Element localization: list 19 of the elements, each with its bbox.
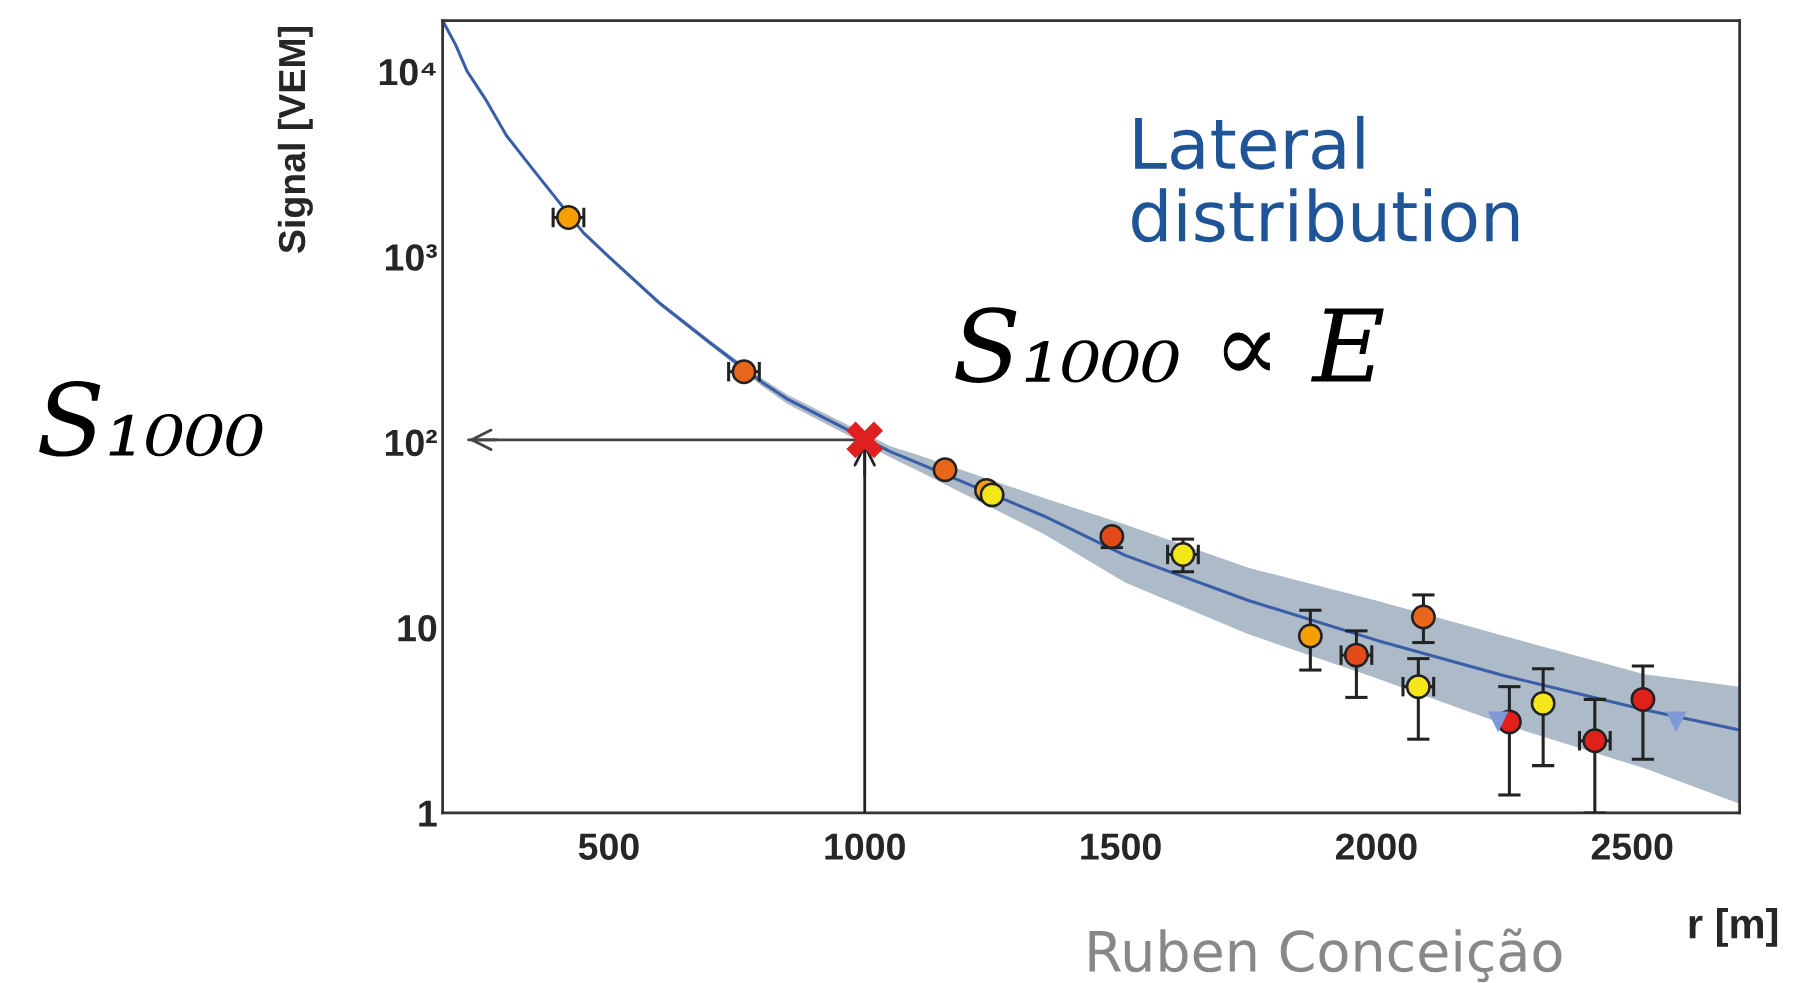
annotation: S₁₀₀₀ ∝ E: [955, 307, 1384, 383]
annotation: Lateral distribution: [1132, 115, 1519, 243]
x-tick-label: 500: [578, 833, 639, 860]
y-tick-label: 1: [419, 800, 437, 827]
x-axis-title: r [m]: [1689, 908, 1778, 947]
point: [846, 421, 884, 459]
point: [1665, 711, 1687, 733]
x-tick-label: 2000: [1335, 833, 1417, 860]
y-axis-title: Signal [VEM]: [277, 27, 313, 253]
y-tick-label: 10²: [385, 429, 437, 457]
text: S₁₀₀₀: [39, 380, 263, 457]
y-tick-label: 10³: [385, 244, 437, 271]
y-tick-label: 10⁴: [379, 58, 436, 86]
x-tick-label: 2500: [1591, 833, 1673, 860]
y-tick-label: 10: [398, 614, 437, 642]
text: Ruben Conceição: [1089, 928, 1562, 983]
x-tick-label: 1000: [825, 833, 905, 860]
x-tick-label: 1500: [1081, 833, 1161, 860]
point: [1487, 711, 1509, 733]
